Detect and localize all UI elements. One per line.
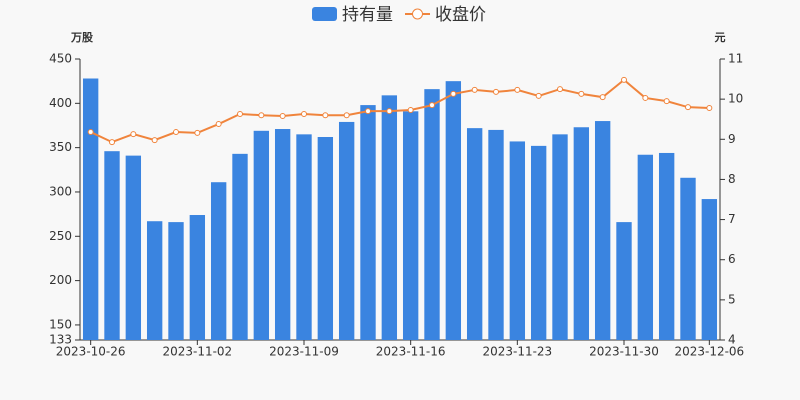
x-tick-label: 2023-12-06 [674,345,744,359]
y2-tick-label: 4 [728,333,736,347]
price-point [621,76,627,83]
legend-marker [412,8,423,20]
price-point [514,86,521,93]
y-tick-label: 400 [49,96,72,110]
x-tick-label: 2023-10-26 [56,345,126,359]
price-point [301,110,307,117]
price-point [663,98,670,105]
bar [552,134,568,340]
price-point [194,129,201,136]
y2-tick-label: 8 [728,172,736,186]
price-point [386,108,393,115]
y-tick-label: 150 [49,317,72,331]
y-tick-label: 350 [49,140,72,154]
price-point [279,113,286,120]
bar [509,141,526,340]
y2-axis-label: 元 [715,31,726,44]
bar [189,215,206,340]
bar [338,121,355,340]
price-point [343,112,350,119]
bar [253,130,270,340]
legend-swatch [312,7,337,21]
price-point [706,104,713,111]
y-axis-label: 万股 [70,31,94,44]
price-point [365,108,371,115]
x-tick-label: 2023-11-09 [269,345,339,359]
bar [573,127,590,340]
x-tick-label: 2023-11-23 [482,345,552,359]
price-point [151,137,158,144]
bar [701,199,718,340]
bar [616,222,632,340]
bar [104,151,120,340]
price-point [87,129,94,136]
y2-tick-label: 11 [728,52,743,66]
price-point [429,102,435,109]
y-tick-label: 200 [49,273,72,287]
y2-tick-label: 7 [728,212,736,226]
y-tick-label: 300 [49,184,72,198]
bar [296,134,312,340]
legend-label: 收盘价 [435,5,486,25]
price-point [215,121,222,128]
bar [488,129,504,340]
price-point [130,131,137,138]
x-tick-label: 2023-11-16 [376,345,446,359]
price-point [578,90,585,97]
price-point [450,90,457,97]
price-point [599,94,606,101]
price-line [90,78,710,144]
price-point [109,139,115,146]
bar [594,121,611,340]
price-point [407,106,414,113]
bar [402,111,419,340]
price-point [642,94,649,101]
y2-tick-label: 5 [728,292,736,306]
price-point [493,88,499,95]
bar [210,182,227,340]
price-point [535,92,542,99]
y-tick-label: 450 [49,52,72,66]
bar [360,105,376,340]
x-tick-label: 2023-11-30 [589,345,659,359]
price-point [237,110,243,117]
bar [445,81,462,340]
bar [317,137,334,340]
price-point [258,112,265,119]
y2-tick-label: 9 [728,132,736,146]
legend-label: 持有量 [342,5,393,25]
bar [125,155,142,340]
bar [168,222,184,340]
x-tick-label: 2023-11-02 [162,345,232,359]
y2-tick-label: 10 [728,92,743,106]
bar [274,129,291,340]
price-point [173,129,179,136]
bar [530,145,547,340]
price-point [685,104,691,111]
bar [232,153,248,340]
bar [82,78,99,340]
y-tick-label: 250 [49,229,72,243]
y-tick-label: 133 [49,333,72,347]
y2-tick-label: 6 [728,252,736,266]
bar [424,89,440,341]
bar [381,95,398,341]
bar [658,152,675,340]
bar [146,221,163,340]
price-point [557,86,563,93]
bar [466,128,483,340]
price-point [322,112,329,119]
bar [637,154,654,340]
bar [680,177,696,340]
price-point [471,86,478,93]
